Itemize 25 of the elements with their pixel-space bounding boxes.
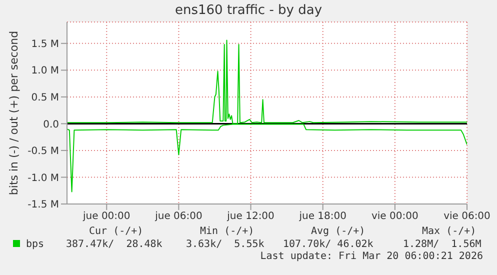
text: 3.63k/ 5.55k bbox=[186, 239, 264, 250]
x-tick-label: jue 06:00 bbox=[154, 211, 202, 222]
x-tick-label: jue 00:00 bbox=[82, 211, 130, 222]
text: 107.70k/ 46.02k bbox=[283, 239, 374, 250]
chart-title: ens160 traffic - by day bbox=[174, 3, 324, 18]
x-tick-label: vie 00:00 bbox=[372, 211, 418, 222]
y-tick-label: -0.5 M bbox=[28, 146, 59, 158]
x-tick-label: jue 18:00 bbox=[298, 211, 346, 222]
x-tick-label: vie 06:00 bbox=[444, 211, 490, 222]
legend-label: bps bbox=[26, 239, 44, 250]
x-tick-label: jue 12:00 bbox=[226, 211, 274, 222]
text: Min (-/+) bbox=[200, 226, 254, 237]
text: 1.28M/ 1.56M bbox=[403, 239, 482, 250]
y-tick-label: -1.0 M bbox=[28, 172, 59, 184]
text: Max (-/+) bbox=[422, 226, 476, 237]
y-tick-label: 1.5 M bbox=[31, 38, 59, 50]
y-tick-label: 0.5 M bbox=[31, 92, 59, 104]
text: 387.47k/ 28.48k bbox=[66, 239, 162, 250]
text: Last update: Fri Mar 20 06:00:21 2026 bbox=[259, 251, 484, 262]
text: Cur (-/+) bbox=[89, 226, 144, 237]
text: Avg (-/+) bbox=[311, 226, 366, 237]
y-tick-label: 1.0 M bbox=[31, 66, 59, 77]
y-tick-label: -1.5 M bbox=[28, 200, 59, 211]
y-tick-label: 0.0 bbox=[43, 119, 59, 130]
y-axis-title: bits in (-) / out (+) per second bbox=[8, 30, 20, 196]
